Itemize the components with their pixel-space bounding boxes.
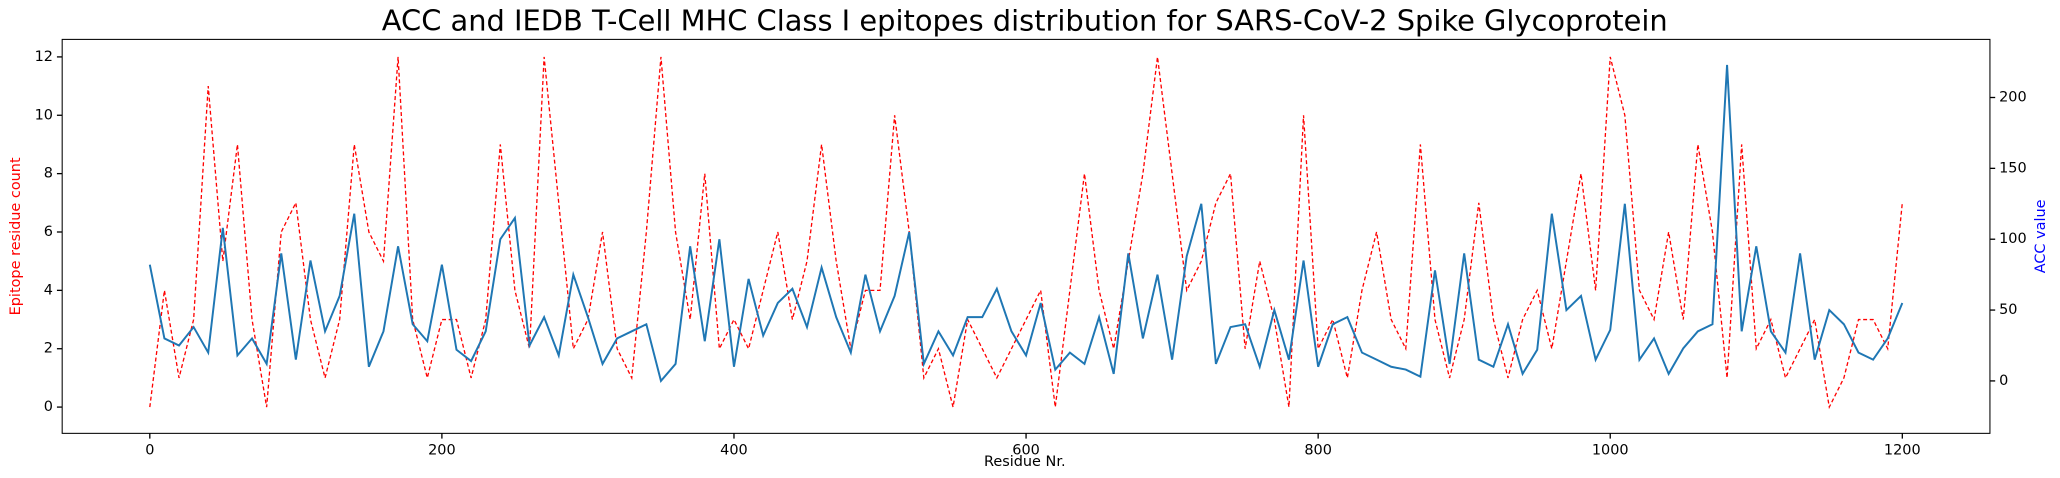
plot-frame (61, 38, 1991, 434)
y-tick-label: 10 (35, 107, 53, 123)
x-tick-label: 600 (1012, 442, 1040, 458)
y-tick-label: 2 (44, 341, 53, 357)
y-tick-label: 0 (44, 399, 53, 415)
x-tick-label: 1200 (1884, 442, 1921, 458)
series-line (149, 56, 1903, 410)
y2-axis-label: ACC value (2033, 199, 2049, 273)
y2-tick-label: 50 (1999, 302, 2017, 318)
y-tick-label: 8 (44, 166, 53, 182)
y2-tick-label: 150 (1999, 160, 2027, 176)
y-axis-label: Epitope residue count (8, 157, 24, 315)
x-tick-label: 200 (428, 442, 456, 458)
y-tick-label: 4 (44, 282, 53, 298)
y-tick-label: 12 (35, 49, 53, 65)
x-tick-label: 0 (145, 442, 154, 458)
x-tick-label: 400 (720, 442, 748, 458)
y2-tick-label: 200 (1999, 89, 2027, 105)
x-tick-label: 800 (1304, 442, 1332, 458)
y2-tick-label: 100 (1999, 231, 2027, 247)
y-tick-label: 6 (44, 224, 53, 240)
x-tick-label: 1000 (1592, 442, 1629, 458)
chart-title: ACC and IEDB T-Cell MHC Class I epitopes… (382, 3, 1668, 37)
series-line (148, 64, 1904, 383)
x-axis-label: Residue Nr. (984, 454, 1066, 470)
y2-tick-label: 0 (1999, 373, 2008, 389)
